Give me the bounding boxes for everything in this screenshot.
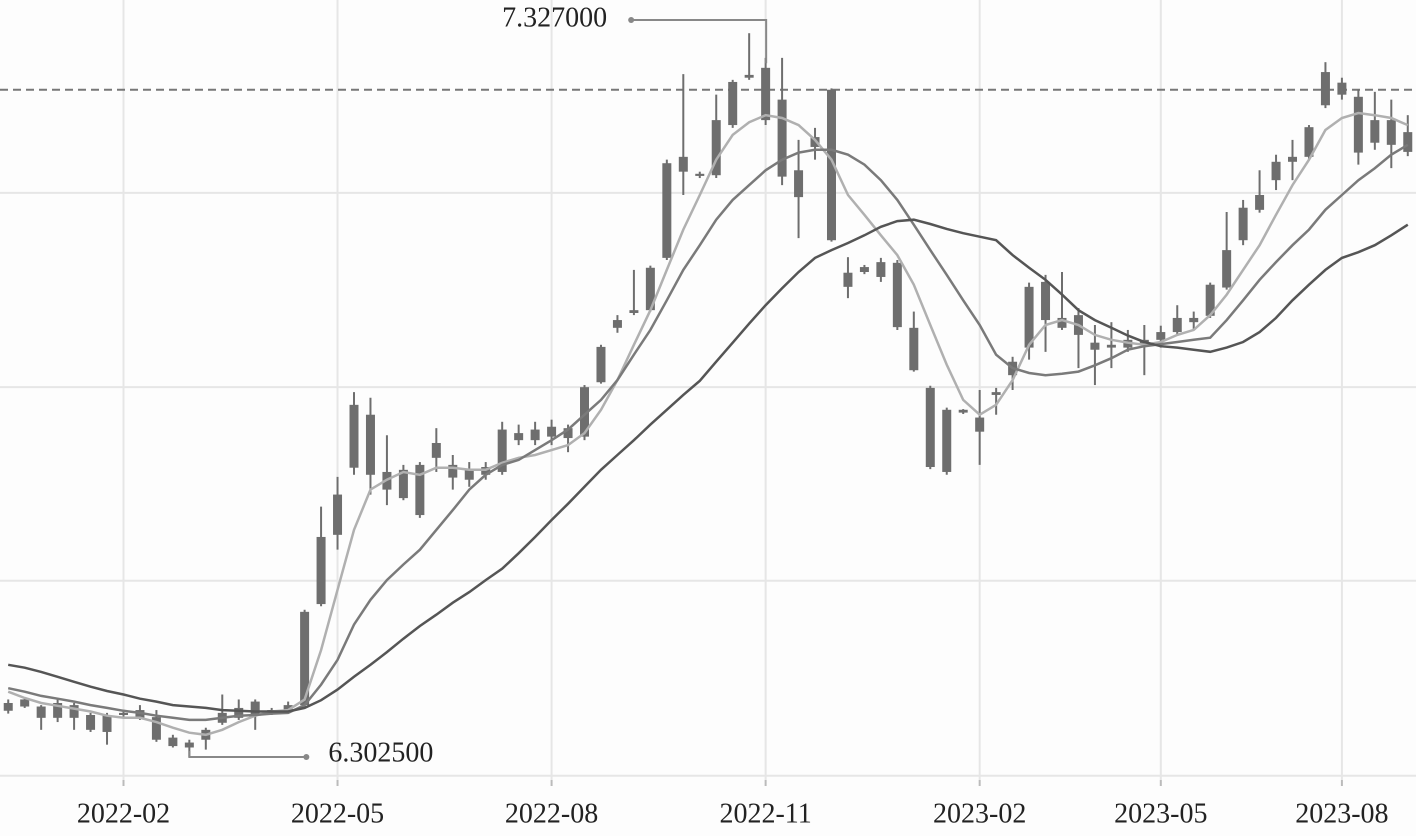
candle-body [250,701,260,715]
candle-body [415,464,425,516]
x-tick-label: 2023-08 [1295,798,1388,829]
x-tick-label: 2023-05 [1114,798,1207,829]
candle-body [1238,207,1248,241]
candle-body [777,99,787,177]
candle-body [892,262,902,328]
candle-body [629,310,639,313]
candle-body [991,392,1001,395]
candle-body [1090,342,1100,350]
candle-body [826,89,836,241]
candle-body [431,442,441,458]
candle-body [843,272,853,287]
candle-body [925,387,935,468]
annotation-dot [303,754,310,761]
annotation-label: 7.327000 [502,2,607,33]
candle-body [1106,344,1116,348]
candle-body [497,429,507,472]
candle-body [761,67,771,121]
candle-body [1386,120,1396,145]
candle-body [958,409,968,413]
candles [3,33,1413,758]
candle-body [876,262,886,277]
annotation-connector [188,751,307,759]
candle-body [1304,127,1314,157]
candle-body [1370,120,1380,143]
candle-body [184,742,194,748]
candle-body [1189,317,1199,323]
candle-body [36,706,46,718]
moving-average-line [7,143,1409,722]
candle-body [580,387,590,437]
candle-body [365,414,375,475]
candle-body [1255,195,1265,210]
annotation-connector [631,19,768,64]
candle-body [1337,82,1347,95]
x-tick-label: 2022-02 [77,798,170,829]
candle-body [20,699,30,707]
candle-body [1271,161,1281,181]
candle-body [1288,156,1298,162]
moving-average-line [7,218,1409,713]
candle-body [1222,250,1232,288]
candle-body [530,429,540,441]
candle-body [1041,281,1051,321]
candle-body [1403,132,1413,152]
candle-body [711,120,721,176]
candle-body [1172,317,1182,333]
candle-body [448,464,458,478]
candle-body [283,705,293,712]
candle-body [547,426,557,437]
candle-body [514,433,524,441]
candle-body [86,715,96,730]
x-tick-label: 2023-02 [933,798,1026,829]
x-tick-label: 2022-05 [291,798,384,829]
moving-average-line [7,111,1409,737]
candle-body [563,428,573,439]
candle-body [794,170,804,198]
candle-body [744,74,754,78]
candle-body [975,417,985,432]
candle-body [695,173,705,176]
candle-body [1057,317,1067,328]
candle-body [728,81,738,126]
x-tick-label: 2022-11 [719,798,811,829]
candle-body [102,715,112,732]
candle-body [316,536,326,605]
x-tick-label: 2022-08 [505,798,598,829]
candle-body [1024,286,1034,348]
candle-body [678,156,688,172]
candle-body [612,320,622,328]
candle-body [168,737,178,747]
candle-body [464,469,474,480]
annotation-dot [628,17,635,23]
candle-body [69,705,79,718]
candle-body [333,494,343,535]
candle-body [942,409,952,472]
candle-body [1353,96,1363,153]
candle-body [645,267,655,311]
candle-body [1320,72,1330,106]
candle-body [909,327,919,371]
candle-body [662,163,672,258]
candle-body [234,707,244,718]
candle-body [53,702,63,718]
candle-body [151,717,161,740]
candle-body [859,267,869,273]
candle-body [810,137,820,147]
candle-body [596,346,606,383]
annotation-label: 6.302500 [328,737,433,768]
candle-body [1156,332,1166,340]
candle-body [300,611,310,706]
candle-body [1205,284,1215,316]
candle-body [349,404,359,468]
candle-body [118,712,128,715]
candle-body [3,702,13,711]
candle-body [398,469,408,499]
